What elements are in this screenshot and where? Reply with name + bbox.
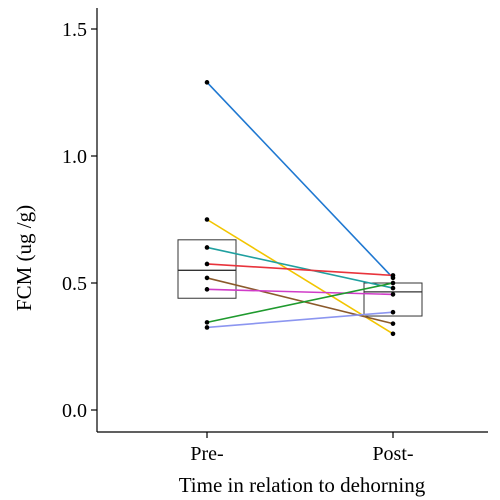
x-tick-label: Post-	[372, 443, 413, 465]
pre-point	[204, 320, 210, 325]
pre-point	[204, 80, 210, 85]
y-tick-label: 0.5	[62, 273, 87, 295]
post-point	[390, 331, 396, 337]
y-tick-label: 0.0	[62, 400, 87, 422]
boxplots	[177, 239, 423, 317]
pre-point	[204, 275, 210, 281]
pre-point	[204, 325, 210, 330]
x-axis-title: Time in relation to dehorning	[179, 473, 426, 497]
pair-line	[206, 282, 394, 324]
pair-line	[206, 81, 394, 279]
post-point	[390, 321, 396, 326]
pair-line	[206, 246, 394, 289]
pre-point	[204, 261, 210, 267]
y-axis-title: FCM (ug /g)	[12, 205, 36, 311]
pair-line	[206, 263, 394, 277]
y-tick-label: 1.5	[62, 19, 87, 41]
post-point	[390, 309, 396, 315]
paired-lines	[206, 81, 394, 335]
pair-line	[206, 288, 394, 296]
post-point	[390, 280, 396, 286]
pair-line	[206, 277, 394, 325]
y-tick-label: 1.0	[62, 146, 87, 168]
x-tick-label: Pre-	[190, 443, 223, 465]
post-point	[390, 292, 396, 297]
data-points	[204, 80, 396, 337]
pre-point	[204, 217, 210, 222]
box	[177, 239, 237, 299]
pre-point	[204, 245, 210, 250]
pre-point	[204, 287, 210, 292]
labels: Time in relation to dehorning FCM (ug /g…	[12, 205, 426, 497]
post-point	[390, 285, 396, 291]
post-point	[390, 273, 396, 278]
pair-line	[206, 311, 394, 329]
axes: 0.0 0.5 1.0 1.5 Pre- Post-	[62, 8, 488, 465]
